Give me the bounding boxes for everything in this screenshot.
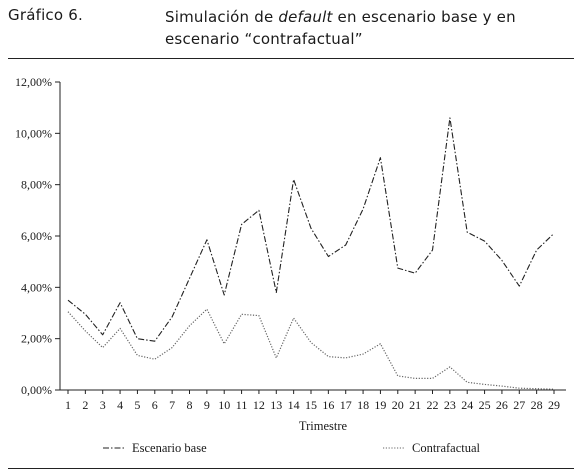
- y-tick-label: 10,00%: [15, 126, 52, 140]
- bottom-rule: [8, 468, 574, 469]
- y-tick-label: 4,00%: [21, 280, 52, 294]
- y-axis: 0,00% 2,00% 4,00% 6,00% 8,00% 10,00% 12,00%: [15, 75, 60, 397]
- y-tick-label: 2,00%: [21, 332, 52, 346]
- x-axis: 1 2 3 4 5 6 7 8 9 10 11 12 13 14 15 16 17 18 19 20 21 22 23 24 2…: [65, 390, 560, 412]
- x-tick-label: 29: [548, 398, 560, 412]
- axes-frame: [59, 82, 566, 391]
- x-tick-label: 19: [374, 398, 386, 412]
- x-tick-label: 16: [322, 398, 334, 412]
- x-tick-label: 12: [253, 398, 265, 412]
- y-tick-label: 6,00%: [21, 229, 52, 243]
- x-tick-label: 13: [270, 398, 282, 412]
- x-tick-label: 9: [204, 398, 210, 412]
- x-tick-label: 7: [169, 398, 175, 412]
- x-tick-label: 25: [479, 398, 491, 412]
- figure-title-part: Simulación de: [165, 8, 279, 26]
- x-tick-label: 17: [340, 398, 352, 412]
- x-tick-label: 1: [65, 398, 71, 412]
- x-tick-label: 23: [444, 398, 456, 412]
- x-tick-label: 26: [496, 398, 508, 412]
- figure-number: Gráfico 6.: [8, 6, 83, 24]
- x-tick-label: 5: [134, 398, 140, 412]
- figure-header: Gráfico 6. Simulación de default en esce…: [8, 6, 574, 58]
- x-tick-label: 28: [531, 398, 543, 412]
- x-tick-label: 4: [117, 398, 123, 412]
- x-tick-label: 6: [152, 398, 158, 412]
- series-layer: [67, 117, 555, 390]
- y-tick-label: 8,00%: [21, 178, 52, 192]
- legend-label: Escenario base: [132, 441, 207, 455]
- series-line-contrafactual: [67, 308, 555, 390]
- x-tick-label: 14: [288, 398, 300, 412]
- figure-title-emphasis: default: [278, 8, 333, 26]
- x-tick-label: 27: [513, 398, 525, 412]
- x-tick-label: 22: [427, 398, 439, 412]
- x-tick-label: 15: [305, 398, 317, 412]
- x-tick-label: 2: [82, 398, 88, 412]
- legend: Escenario base Contrafactual: [103, 441, 481, 455]
- legend-label: Contrafactual: [412, 441, 481, 455]
- top-rule: [8, 58, 574, 59]
- figure-title: Simulación de default en escenario base …: [165, 6, 575, 50]
- x-tick-label: 20: [392, 398, 404, 412]
- x-axis-label: Trimestre: [299, 419, 348, 433]
- y-tick-label: 0,00%: [21, 383, 52, 397]
- x-tick-label: 8: [187, 398, 193, 412]
- figure-title-part: en escenario base y en escenario “contra…: [165, 8, 516, 48]
- x-tick-label: 10: [218, 398, 230, 412]
- x-tick-label: 18: [357, 398, 369, 412]
- y-tick-label: 12,00%: [15, 75, 52, 89]
- x-tick-label: 3: [100, 398, 106, 412]
- x-tick-label: 24: [461, 398, 473, 412]
- x-tick-label: 11: [236, 398, 248, 412]
- series-line-escenario-base: [67, 117, 555, 342]
- x-tick-label: 21: [409, 398, 421, 412]
